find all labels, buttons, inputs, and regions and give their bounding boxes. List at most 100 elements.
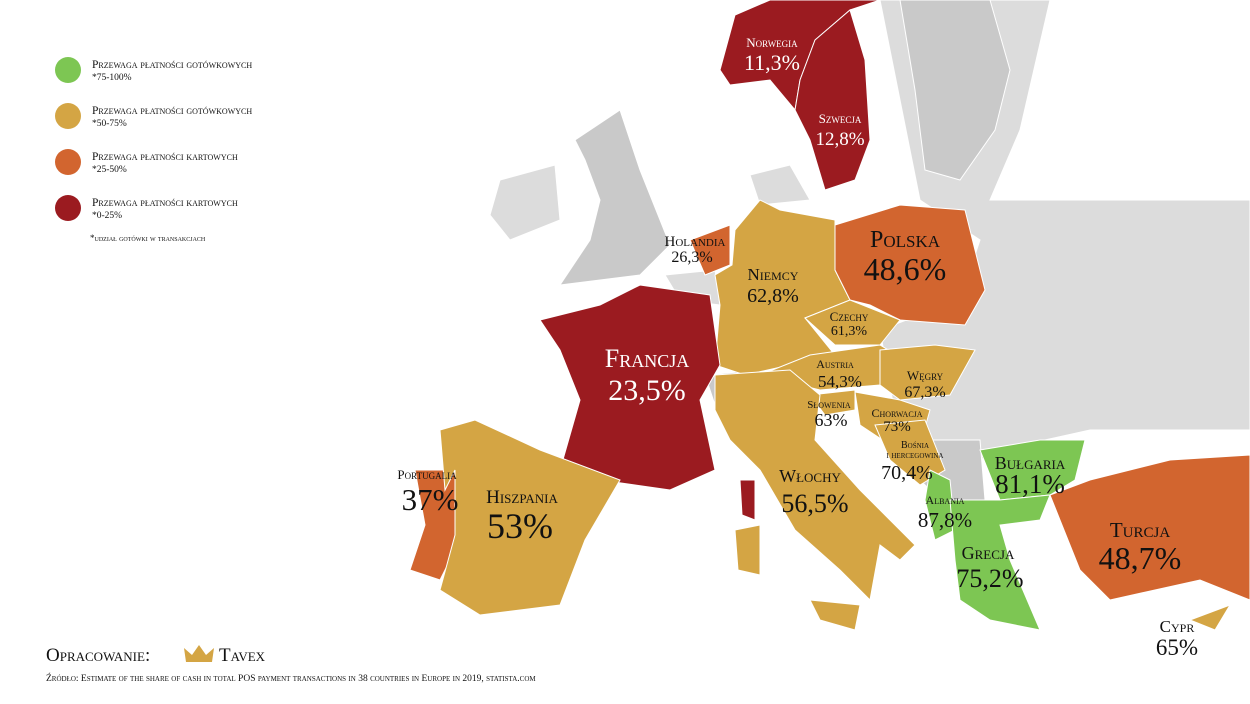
legend: Przewaga płatności gotówkowych *75-100% Pr…: [55, 57, 252, 221]
legend-range: *75-100%: [92, 73, 132, 83]
country-name: Portugalia: [397, 467, 457, 482]
country-name: Austria: [816, 357, 854, 371]
finland-baltics: [899, 0, 1011, 181]
country-value: 81,1%: [995, 469, 1065, 499]
country-name: Chorwacja: [871, 406, 922, 420]
country-value: 73%: [883, 419, 911, 435]
country-value: 63%: [815, 410, 848, 430]
country-name: Holandia: [665, 234, 726, 250]
country-name: Węgry: [907, 368, 944, 383]
footer: Opracowanie: Tavex Źródło: Estimate of t…: [46, 645, 536, 684]
country-shape: [539, 284, 721, 491]
country-name: Hiszpania: [486, 487, 558, 508]
country-name: Niemcy: [748, 265, 799, 284]
country-shape: [1049, 454, 1250, 601]
legend-label: Przewaga płatności gotówkowych: [92, 105, 252, 117]
country-value: 54,3%: [818, 372, 862, 391]
country-value: 56,5%: [781, 489, 848, 518]
country-name: Polska: [870, 227, 941, 253]
country-name: Bułgaria: [995, 453, 1066, 473]
country-value: 87,8%: [918, 508, 972, 532]
country-value: 75,2%: [956, 564, 1023, 593]
legend-label: Przewaga płatności gotówkowych: [92, 59, 252, 71]
country-value: 65%: [1156, 635, 1198, 660]
country-shape: [879, 344, 976, 401]
country-name: Włochy: [779, 466, 841, 486]
country-shape: [809, 599, 861, 631]
denmark: [749, 164, 811, 206]
legend-range: *25-50%: [92, 165, 127, 175]
ireland: [489, 164, 561, 241]
country-shape: [924, 469, 956, 541]
country-shape: [734, 524, 761, 576]
country-value: 12,8%: [815, 129, 864, 150]
countries: [409, 0, 1250, 631]
legend-note: *udział gotówki w transakcjach: [90, 233, 206, 243]
legend-label: Przewaga płatności kartowych: [92, 151, 238, 163]
country-name: Francja: [605, 344, 689, 373]
great-britain: [558, 109, 671, 286]
country-shape: [739, 479, 756, 521]
legend-label: Przewaga płatności kartowych: [92, 197, 238, 209]
legend-swatch: [55, 57, 81, 83]
country-name: Turcja: [1110, 518, 1171, 542]
country-name: Albania: [926, 493, 965, 507]
brand: Tavex: [219, 645, 266, 666]
country-value: 53%: [487, 506, 553, 546]
country-name: Szwecja: [819, 111, 862, 126]
country-value: 48,6%: [864, 251, 947, 287]
legend-swatch: [55, 103, 81, 129]
legend-swatch: [55, 149, 81, 175]
country-shape: [439, 419, 621, 616]
country-value: 26,3%: [671, 249, 712, 266]
country-value: 48,7%: [1099, 540, 1182, 576]
country-name: Słowenia: [807, 399, 851, 411]
country-value: 23,5%: [608, 374, 686, 407]
country-name: Cypr: [1160, 617, 1195, 636]
country-value: 62,8%: [747, 285, 799, 307]
country-value: 37%: [402, 482, 459, 517]
crown-logo: [184, 645, 214, 662]
country-name: Grecja: [962, 543, 1015, 563]
legend-swatch: [55, 195, 81, 221]
country-value: 67,3%: [904, 384, 945, 401]
country-label: Włochy 56,5%: [779, 466, 848, 518]
source: Źródło: Estimate of the share of cash in…: [46, 672, 536, 684]
country-shape: [689, 224, 731, 276]
legend-range: *50-75%: [92, 119, 127, 129]
country-shape: [834, 204, 986, 326]
legend-range: *0-25%: [92, 211, 122, 221]
country-value: 61,3%: [831, 324, 868, 339]
prepared-by: Opracowanie:: [46, 645, 150, 666]
country-name: i hercegowina: [887, 450, 944, 461]
country-name: Czechy: [830, 309, 869, 324]
country-shape: [804, 299, 901, 346]
country-shape: [949, 494, 1051, 631]
country-shape: [714, 369, 916, 602]
country-shape: [809, 389, 856, 416]
country-value: 70,4%: [881, 462, 933, 484]
country-name: Norwegia: [746, 35, 798, 50]
